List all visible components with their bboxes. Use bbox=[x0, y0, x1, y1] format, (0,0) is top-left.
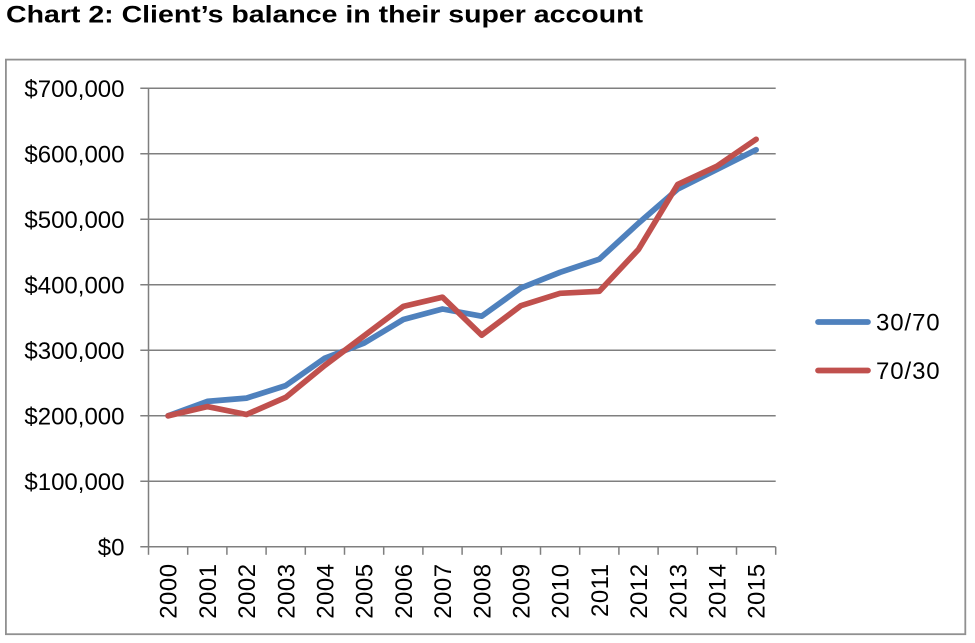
svg-text:2001: 2001 bbox=[195, 563, 222, 618]
svg-text:$200,000: $200,000 bbox=[24, 403, 124, 430]
svg-text:2009: 2009 bbox=[509, 563, 536, 618]
svg-text:2015: 2015 bbox=[744, 563, 771, 618]
svg-text:$100,000: $100,000 bbox=[24, 469, 124, 496]
svg-text:$600,000: $600,000 bbox=[24, 141, 124, 168]
svg-text:2010: 2010 bbox=[548, 563, 575, 618]
svg-text:2008: 2008 bbox=[469, 563, 496, 618]
svg-text:2000: 2000 bbox=[156, 563, 183, 618]
svg-text:2014: 2014 bbox=[705, 563, 732, 618]
svg-text:2004: 2004 bbox=[313, 563, 340, 618]
svg-text:2007: 2007 bbox=[430, 563, 457, 618]
svg-text:$400,000: $400,000 bbox=[24, 272, 124, 299]
svg-text:70/30: 70/30 bbox=[876, 358, 941, 385]
svg-text:2011: 2011 bbox=[587, 563, 614, 617]
svg-text:$0: $0 bbox=[98, 534, 125, 561]
svg-text:2006: 2006 bbox=[391, 563, 418, 618]
svg-text:2003: 2003 bbox=[273, 563, 300, 618]
svg-text:2012: 2012 bbox=[626, 563, 653, 618]
svg-text:$300,000: $300,000 bbox=[24, 338, 124, 365]
svg-text:$500,000: $500,000 bbox=[24, 207, 124, 234]
svg-text:Chart 2: Client’s balance in t: Chart 2: Client’s balance in their super… bbox=[6, 2, 643, 29]
svg-text:30/70: 30/70 bbox=[876, 310, 941, 337]
svg-text:2005: 2005 bbox=[352, 563, 379, 618]
svg-text:$700,000: $700,000 bbox=[24, 76, 124, 103]
svg-text:2002: 2002 bbox=[234, 563, 261, 618]
svg-text:2013: 2013 bbox=[665, 563, 692, 618]
